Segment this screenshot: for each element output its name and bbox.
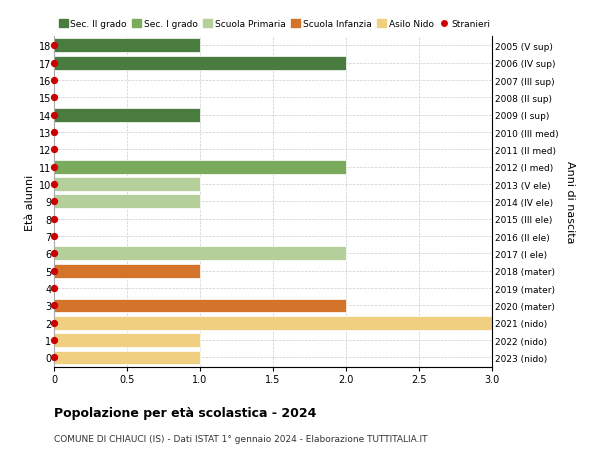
Point — [49, 319, 59, 327]
Point — [49, 129, 59, 136]
Legend: Sec. II grado, Sec. I grado, Scuola Primaria, Scuola Infanzia, Asilo Nido, Stran: Sec. II grado, Sec. I grado, Scuola Prim… — [59, 20, 490, 29]
Bar — [54, 178, 200, 191]
Bar — [54, 351, 200, 364]
Bar — [54, 161, 346, 174]
Point — [49, 60, 59, 67]
Bar — [54, 299, 346, 313]
Point — [49, 233, 59, 240]
Y-axis label: Anni di nascita: Anni di nascita — [565, 161, 575, 243]
Point — [49, 268, 59, 275]
Point — [49, 112, 59, 119]
Point — [49, 337, 59, 344]
Bar — [54, 195, 200, 209]
Y-axis label: Età alunni: Età alunni — [25, 174, 35, 230]
Point — [49, 164, 59, 171]
Point — [49, 354, 59, 361]
Point — [49, 302, 59, 309]
Bar — [54, 108, 200, 123]
Bar — [54, 264, 200, 278]
Text: Popolazione per età scolastica - 2024: Popolazione per età scolastica - 2024 — [54, 406, 316, 419]
Point — [49, 146, 59, 154]
Point — [49, 43, 59, 50]
Point — [49, 216, 59, 223]
Point — [49, 95, 59, 102]
Point — [49, 285, 59, 292]
Bar — [54, 333, 200, 347]
Bar — [54, 316, 492, 330]
Point — [49, 181, 59, 188]
Bar — [54, 247, 346, 261]
Point — [49, 250, 59, 257]
Point — [49, 198, 59, 206]
Point — [49, 77, 59, 84]
Bar — [54, 39, 200, 53]
Bar — [54, 56, 346, 71]
Text: COMUNE DI CHIAUCI (IS) - Dati ISTAT 1° gennaio 2024 - Elaborazione TUTTITALIA.IT: COMUNE DI CHIAUCI (IS) - Dati ISTAT 1° g… — [54, 434, 427, 443]
